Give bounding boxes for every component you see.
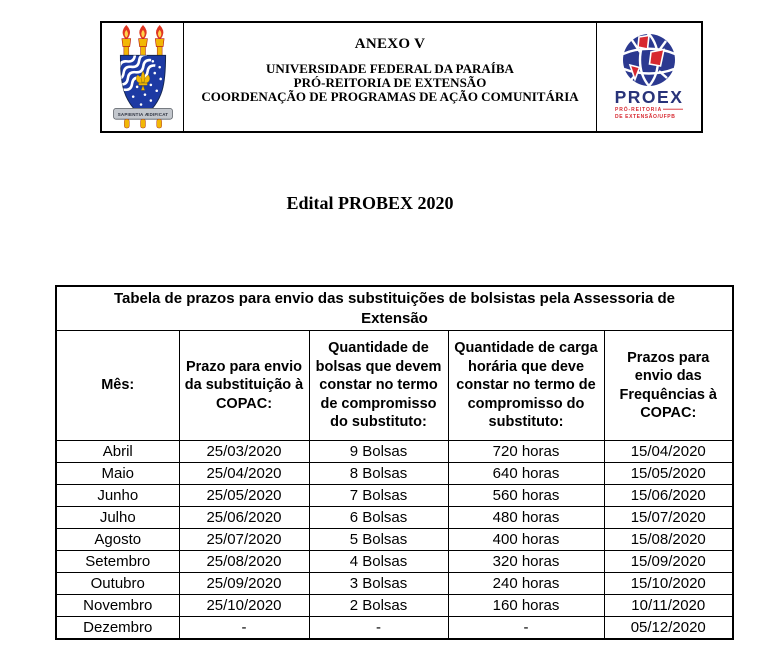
letterhead-text: ANEXO V UNIVERSIDADE FEDERAL DA PARAÍBA … <box>184 23 597 131</box>
table-cell: - <box>308 616 449 640</box>
table-cell: 480 horas <box>447 506 605 529</box>
table-cell: 240 horas <box>447 572 605 595</box>
document-title: Edital PROBEX 2020 <box>286 193 454 213</box>
table-cell: Junho <box>55 484 180 507</box>
table-cell: 05/12/2020 <box>603 616 734 640</box>
table-cell: 15/08/2020 <box>603 528 734 551</box>
table-cell: 25/05/2020 <box>178 484 310 507</box>
table-cell: - <box>178 616 310 640</box>
deadlines-table: Tabela de prazos para envio das substitu… <box>55 285 734 640</box>
table-row: Julho 25/06/2020 6 Bolsas 480 horas 15/07/20… <box>55 506 734 529</box>
table-cell: 25/04/2020 <box>178 462 310 485</box>
table-cell: - <box>447 616 605 640</box>
table-cell: 2 Bolsas <box>308 594 449 617</box>
table-cell: 6 Bolsas <box>308 506 449 529</box>
letterhead: SAPIENTIA ÆDIFICAT ANEXO V UNIVERSIDADE … <box>100 21 703 133</box>
ufpb-coat-of-arms-icon: SAPIENTIA ÆDIFICAT <box>112 24 173 129</box>
table-row: Junho 25/05/2020 7 Bolsas 560 horas 15/06/20… <box>55 484 734 507</box>
table-row: Setembro 25/08/2020 4 Bolsas 320 horas 15/09… <box>55 550 734 573</box>
table-cell: Setembro <box>55 550 180 573</box>
proex-logo-cell: PROEX PRÓ-REITORIA DE EXTENSÃO/UFPB <box>597 23 701 131</box>
org-line: UNIVERSIDADE FEDERAL DA PARAÍBA <box>266 61 514 76</box>
table-cell: Julho <box>55 506 180 529</box>
table-row: Abril 25/03/2020 9 Bolsas 720 horas 15/04/20… <box>55 440 734 463</box>
table-cell: 720 horas <box>447 440 605 463</box>
org-line: COORDENAÇÃO DE PROGRAMAS DE AÇÃO COMUNIT… <box>201 89 579 104</box>
table-caption: Tabela de prazos para envio das substitu… <box>55 285 734 331</box>
org-lines: UNIVERSIDADE FEDERAL DA PARAÍBA PRÓ-REIT… <box>184 62 596 104</box>
table-cell: 15/07/2020 <box>603 506 734 529</box>
table-cell: 15/04/2020 <box>603 440 734 463</box>
table-cell: 15/06/2020 <box>603 484 734 507</box>
proex-subtitle-1: PRÓ-REITORIA <box>615 105 662 113</box>
table-cell: 10/11/2020 <box>603 594 734 617</box>
table-cell: 9 Bolsas <box>308 440 449 463</box>
table-cell: Novembro <box>55 594 180 617</box>
table-row: Agosto 25/07/2020 5 Bolsas 400 horas 15/08/2… <box>55 528 734 551</box>
table-row: Novembro 25/10/2020 2 Bolsas 160 horas 10/11… <box>55 594 734 617</box>
table-cell: 320 horas <box>447 550 605 573</box>
table-cell: 640 horas <box>447 462 605 485</box>
table-cell: 400 horas <box>447 528 605 551</box>
column-header-carga-horaria: Quantidade de carga horária que deve con… <box>447 330 605 441</box>
table-cell: 15/05/2020 <box>603 462 734 485</box>
table-cell: Abril <box>55 440 180 463</box>
anexo-title: ANEXO V <box>354 36 426 52</box>
proex-subtitle-2: DE EXTENSÃO/UFPB <box>615 113 675 120</box>
fleur-de-lis-icon <box>135 70 150 91</box>
ufpb-logo-cell: SAPIENTIA ÆDIFICAT <box>102 23 184 131</box>
table-cell: 25/09/2020 <box>178 572 310 595</box>
table-row: Maio 25/04/2020 8 Bolsas 640 horas 15/05/202… <box>55 462 734 485</box>
table-header-row: Mês: Prazo para envio da substituição à … <box>55 330 734 441</box>
table-cell: 8 Bolsas <box>308 462 449 485</box>
table-cell: 15/09/2020 <box>603 550 734 573</box>
table-cell: 25/03/2020 <box>178 440 310 463</box>
table-body: Abril 25/03/2020 9 Bolsas 720 horas 15/04/20… <box>55 440 734 640</box>
table-cell: 25/07/2020 <box>178 528 310 551</box>
ufpb-motto: SAPIENTIA ÆDIFICAT <box>117 112 168 117</box>
table-cell: 5 Bolsas <box>308 528 449 551</box>
table-cell: Outubro <box>55 572 180 595</box>
org-line: PRÓ-REITORIA DE EXTENSÃO <box>293 75 487 90</box>
table-caption-row: Tabela de prazos para envio das substitu… <box>55 285 734 331</box>
column-header-prazo-substituicao: Prazo para envio da substituição à COPAC… <box>178 330 310 441</box>
table-cell: 160 horas <box>447 594 605 617</box>
table-cell: 25/06/2020 <box>178 506 310 529</box>
table-cell: Agosto <box>55 528 180 551</box>
table-cell: 4 Bolsas <box>308 550 449 573</box>
table-cell: 15/10/2020 <box>603 572 734 595</box>
proex-globe-icon: PROEX PRÓ-REITORIA DE EXTENSÃO/UFPB <box>615 33 684 120</box>
table-cell: 25/10/2020 <box>178 594 310 617</box>
column-header-quantidade-bolsas: Quantidade de bolsas que devem constar n… <box>308 330 449 441</box>
column-header-mes: Mês: <box>55 330 180 441</box>
table-cell: 7 Bolsas <box>308 484 449 507</box>
table-cell: Maio <box>55 462 180 485</box>
table-cell: 560 horas <box>447 484 605 507</box>
table-cell: 25/08/2020 <box>178 550 310 573</box>
table-row: Outubro 25/09/2020 3 Bolsas 240 horas 15/10/… <box>55 572 734 595</box>
table-row: Dezembro - - -05/12/2020 <box>55 616 734 640</box>
table-cell: 3 Bolsas <box>308 572 449 595</box>
table-cell: Dezembro <box>55 616 180 640</box>
proex-wordmark: PROEX <box>615 87 684 107</box>
column-header-prazo-frequencias: Prazos para envio das Frequências à COPA… <box>603 330 734 441</box>
